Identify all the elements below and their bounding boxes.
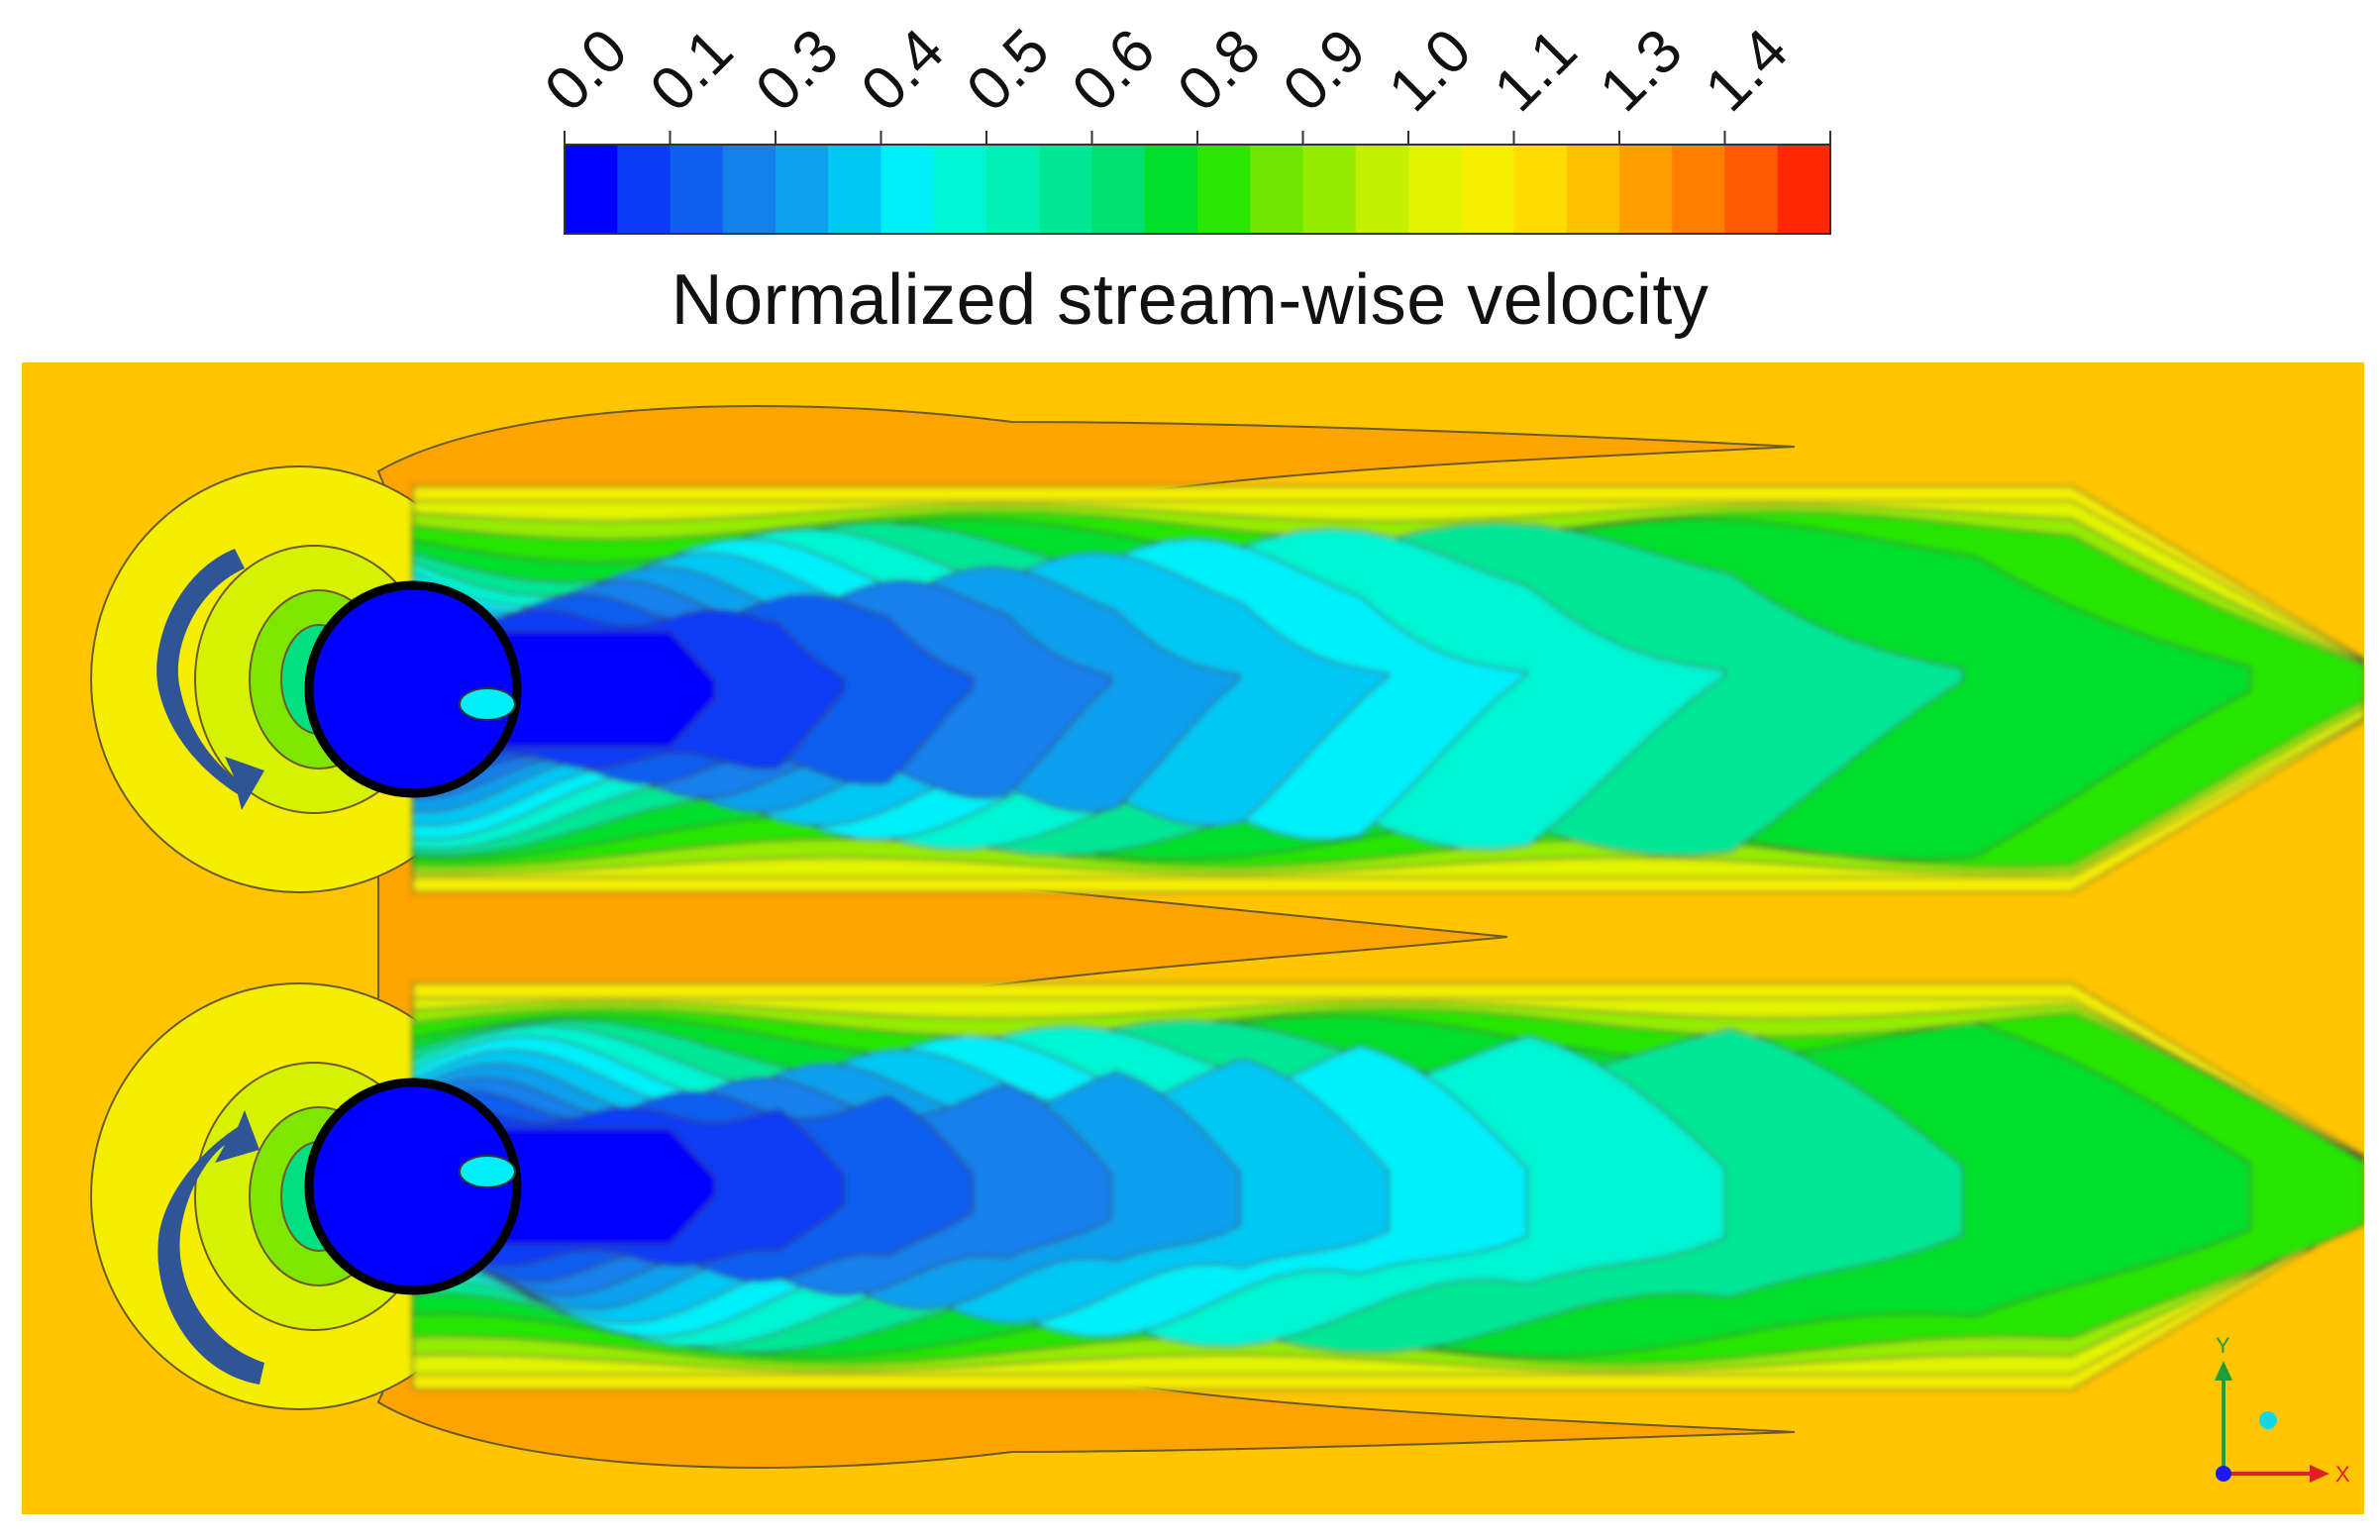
colorbar-tick-label: 1.0 (1376, 16, 1485, 125)
colorbar-tick-label: 1.3 (1587, 16, 1696, 125)
colorbar-title: Normalized stream-wise velocity (671, 260, 1709, 340)
colorbar-tick-label: 1.4 (1693, 16, 1802, 125)
colorbar-svg: 0.00.10.30.40.50.60.80.91.01.11.31.4 (532, 16, 1831, 235)
colorbar-tick-label: 0.0 (532, 16, 641, 125)
wakes (412, 485, 2364, 1390)
colorbar-tick-label: 0.4 (849, 16, 958, 125)
colorbar-swatch (1672, 145, 1725, 234)
rotation-arrow-upper (156, 549, 264, 810)
colorbar-swatch (1091, 145, 1146, 234)
velocity-field: Y X (22, 362, 2364, 1514)
colorbar-swatch (986, 145, 1040, 234)
colorbar-swatch (670, 145, 724, 234)
colorbar-swatch (1724, 145, 1779, 234)
cylinder-lower (304, 1078, 522, 1295)
cylinder-upper (304, 580, 522, 798)
colorbar-swatch (776, 145, 829, 234)
rotation-arrow-lower (157, 1110, 264, 1385)
colorbar-swatch (617, 145, 671, 234)
colorbar-swatch (1197, 145, 1251, 234)
contour-plot: Y X (22, 362, 2364, 1514)
colorbar-swatch (1619, 145, 1673, 234)
colorbar-tick-label: 0.6 (1060, 16, 1169, 125)
colorbar-swatch (1408, 145, 1462, 234)
colorbar-swatch (1777, 145, 1831, 234)
colorbar-swatch (880, 145, 935, 234)
rotation-arrows (156, 549, 264, 1385)
triad-x-label: X (2335, 1462, 2350, 1487)
colorbar-tick-label: 0.8 (1165, 16, 1274, 125)
triad-y-label: Y (2216, 1333, 2230, 1358)
colorbar-swatch (1513, 145, 1568, 234)
colorbar-swatch (1355, 145, 1409, 234)
colorbar-swatch (1039, 145, 1092, 234)
colorbar-tick-label: 0.9 (1271, 16, 1380, 125)
colorbar-swatch (933, 145, 987, 234)
colorbar-tick-label: 0.5 (954, 16, 1063, 125)
colorbar-tick-label: 0.1 (638, 16, 747, 125)
colorbar-swatch (1250, 145, 1303, 234)
colorbar-swatch (1302, 145, 1357, 234)
cylinders (304, 580, 522, 1295)
colorbar-swatch (828, 145, 881, 234)
axes-triad: Y X (2215, 1333, 2350, 1487)
colorbar-swatch (565, 145, 618, 234)
colorbar: 0.0 0.1 0.3 0.4 0.5 0.6 0.8 0.9 1.0 1.1 1.3 1.4 Nor… (0, 0, 2380, 357)
colorbar-tick-label: 1.1 (1482, 16, 1591, 125)
colorbar-tick-label: 0.3 (743, 16, 852, 125)
colorbar-swatch (1461, 145, 1514, 234)
colorbar-swatch (722, 145, 776, 234)
colorbar-swatch (1144, 145, 1198, 234)
colorbar-swatch (1566, 145, 1620, 234)
